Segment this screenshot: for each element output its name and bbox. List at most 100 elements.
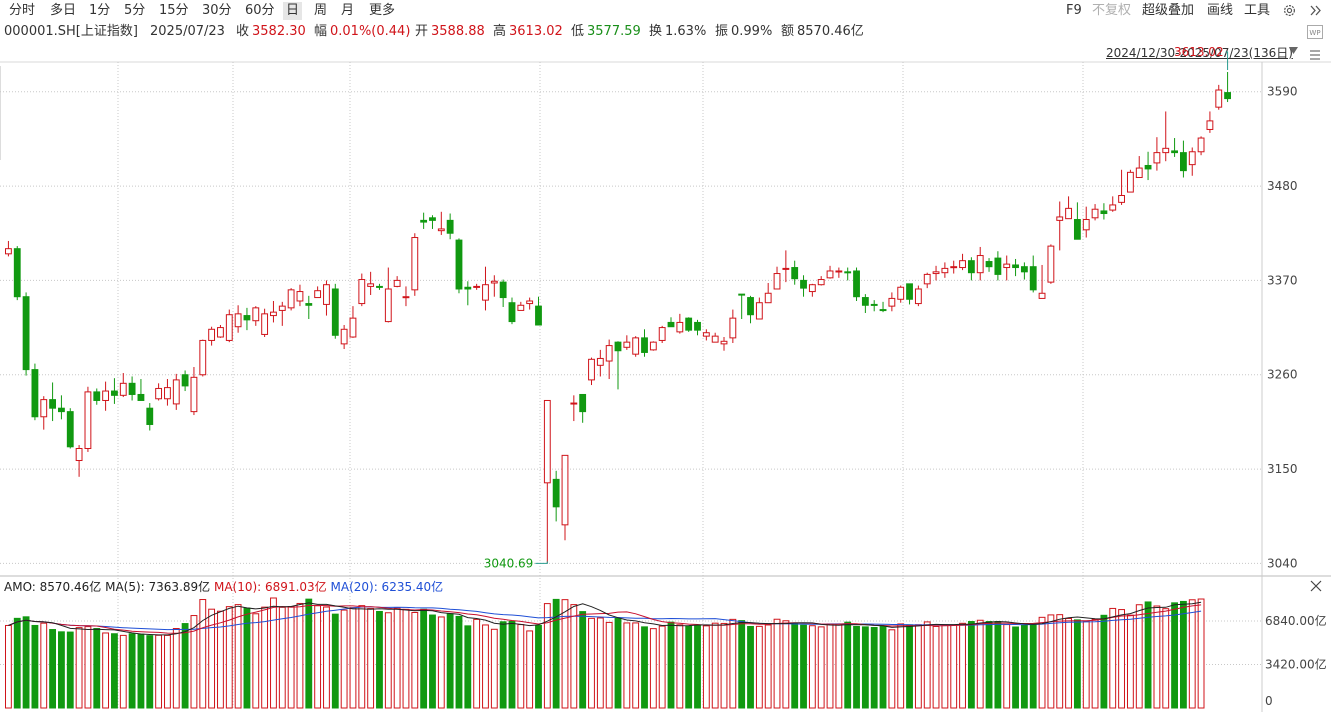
tab-monthly[interactable]: 月 [341,3,355,18]
volume-bar-down [1171,602,1178,709]
volume-bar-up [517,624,525,709]
volume-tick-label: 0 [1265,694,1273,708]
gear-icon[interactable] [1282,3,1297,18]
candle-up [888,297,896,307]
candle-down [31,369,39,418]
volume-bar-down [844,621,852,709]
candle-up [755,302,763,320]
candle-up [340,328,348,345]
tab-1min[interactable]: 1分 [89,3,111,18]
candle-up [1091,208,1099,219]
menu-icon[interactable] [1308,48,1322,62]
volume-bar-up [367,608,375,709]
quote-info-bar: 000001.SH[上证指数] 2025/07/23 收 3582.30 幅 0… [0,22,1331,42]
high-annotation: 3613.02 [1174,45,1224,59]
candle-up [976,255,984,274]
volume-tick-label: 6840.00亿 [1265,613,1327,628]
overlay-button[interactable]: 超级叠加 [1142,3,1195,18]
volume-bar-up [234,604,242,709]
volume-bar-up [782,620,790,709]
tab-weekly[interactable]: 周 [314,3,328,18]
double-chevron-right-icon[interactable] [1309,4,1323,17]
volume-bar-down [58,631,65,709]
fuquan-button[interactable]: 不复权 [1092,3,1132,18]
volume-bar-down [747,625,754,709]
caret-down-icon[interactable] [1288,46,1299,55]
volume-bar-down [800,624,807,709]
low-label: 低 [571,24,585,39]
volume-bar-up [1003,624,1011,709]
volume-bar-up [543,603,551,709]
candle-up [773,273,781,290]
volume-bar-up [950,624,958,709]
volume-bar-up [349,607,357,709]
high-label: 高 [493,24,507,39]
low-pointer [535,561,548,564]
volume-bar-up [482,624,489,709]
tab-daily[interactable]: 日 [283,2,303,20]
candle-up [1056,216,1064,221]
volume-bar-up [649,628,657,709]
period-toolbar: 分时 多日 1分 5分 15分 30分 60分 日 周 月 更多 F9 不复权 … [0,0,1331,22]
date-range-selector[interactable]: 2024/12/30-2025/07/23(136日) [1106,46,1293,60]
volume-bar-down [1073,619,1081,709]
candle-up [358,279,366,305]
candle-down [58,407,65,413]
candle-up [349,317,357,338]
candle-up [172,379,180,405]
candle-up [1135,167,1143,178]
f9-button[interactable]: F9 [1066,3,1082,18]
tab-timeshare[interactable]: 分时 [9,3,36,18]
candle-up [119,382,127,396]
volume-bar-up [1162,608,1170,709]
tab-multiday[interactable]: 多日 [50,3,77,18]
volume-bar-up [119,634,127,709]
candle-up [314,290,322,299]
tab-more[interactable]: 更多 [369,3,396,18]
draw-button[interactable]: 画线 [1207,3,1234,18]
volume-bar-down [499,621,507,709]
wp-badge-icon[interactable]: WP [1307,25,1323,39]
tab-30min[interactable]: 30分 [202,3,232,18]
volume-bar-down [305,598,313,709]
volume-bar-down [535,624,542,709]
candle-down [146,407,154,425]
candle-up [914,288,922,305]
volume-bar-down [31,624,39,709]
volume-bar-down [1144,601,1152,709]
candle-up [729,317,737,339]
volume-bar-down [13,617,21,709]
close-icon[interactable] [1310,580,1322,592]
candle-up [676,321,684,333]
volume-bar-up [252,613,260,709]
tools-button[interactable]: 工具 [1244,3,1271,18]
volume-bar-up [959,622,966,709]
candle-up [941,267,949,274]
volume-bar-up [40,622,48,709]
volume-bar-up [217,610,224,709]
volume-bar-up [411,611,419,709]
volume-tick-label: 3420.00亿 [1265,657,1327,672]
tab-15min[interactable]: 15分 [159,3,189,18]
volume-bar-down [429,614,436,709]
volume-bar-down [181,623,189,709]
candle-down [1144,164,1152,170]
volume-bar-down [146,635,154,709]
candle-up [278,305,286,311]
volume-bar-down [870,627,878,709]
volume-bar-down [49,629,57,709]
candle-down [1029,266,1037,291]
volume-bar-down [455,615,463,709]
volume-bar-up [402,608,410,709]
candle-up [1065,207,1072,220]
candle-up [932,271,940,275]
candle-up [543,399,551,484]
tab-60min[interactable]: 60分 [245,3,275,18]
amount-value: 8570.46亿 [797,24,864,39]
candle-up [632,337,640,355]
candle-up [596,357,604,366]
candle-up [393,279,401,287]
tab-5min[interactable]: 5分 [124,3,146,18]
ma20-value: MA(20): 6235.40亿 [330,580,444,594]
